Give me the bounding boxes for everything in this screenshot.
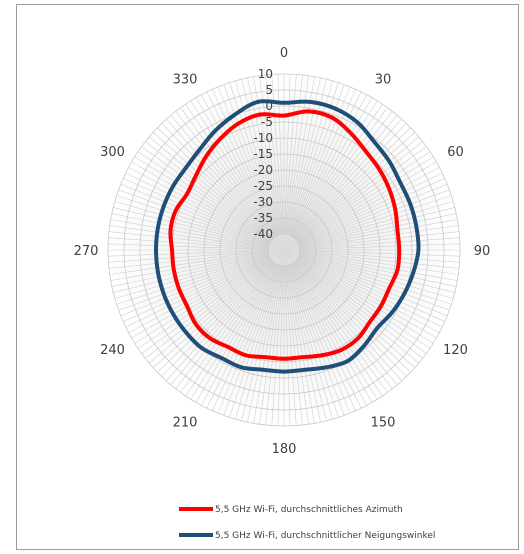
radial-tick-label: -35	[253, 211, 273, 225]
radial-tick-label: 5	[265, 83, 273, 97]
ring-line	[123, 89, 445, 411]
angle-labels: 0 30 60 90 120 150 180 210 240 270 300 330	[74, 46, 491, 457]
chart-frame: 10 5 0 -5 -10 -15 -20 -25 -30 -35 -40 0 30 60 90 120 15…	[16, 4, 519, 550]
ring-line	[187, 153, 381, 347]
angle-label: 180	[272, 442, 297, 457]
series-layer	[154, 99, 421, 374]
angle-label: 120	[443, 343, 468, 358]
ring-line	[267, 233, 301, 267]
angle-label: 300	[100, 145, 125, 160]
angle-label: 210	[173, 415, 198, 430]
radial-tick-label: 0	[265, 99, 273, 113]
series-line	[154, 99, 421, 374]
angle-label: 90	[474, 244, 491, 259]
radial-tick-label: -30	[253, 195, 273, 209]
radial-tick-label: -5	[261, 115, 273, 129]
angle-label: 330	[173, 73, 198, 88]
radial-tick-labels: 10 5 0 -5 -10 -15 -20 -25 -30 -35 -40	[253, 67, 273, 241]
radial-tick-label: -25	[253, 179, 273, 193]
angle-label: 240	[100, 343, 125, 358]
polar-chart: 10 5 0 -5 -10 -15 -20 -25 -30 -35 -40 0 30 60 90 120 15…	[74, 46, 491, 541]
legend-label: 5,5 GHz Wi-Fi, durchschnittliches Azimut…	[215, 505, 403, 515]
radial-tick-label: 10	[258, 67, 273, 81]
radial-tick-label: -20	[253, 163, 273, 177]
angle-label: 30	[375, 73, 392, 88]
ring-line	[139, 105, 429, 395]
radial-tick-label: -15	[253, 147, 273, 161]
angle-label: 150	[371, 415, 396, 430]
ring-line	[203, 169, 365, 331]
legend: 5,5 GHz Wi-Fi, durchschnittliches Azimut…	[179, 505, 435, 541]
radial-tick-label: -40	[253, 227, 273, 241]
ring-line	[235, 201, 333, 299]
ring-line	[107, 73, 461, 427]
legend-label: 5,5 GHz Wi-Fi, durchschnittlicher Neigun…	[215, 531, 435, 541]
radial-tick-label: -10	[253, 131, 273, 145]
series-line	[168, 109, 402, 361]
ring-line	[219, 185, 349, 315]
angle-label: 270	[74, 244, 99, 259]
ring-line	[251, 217, 317, 283]
angle-label: 0	[280, 46, 288, 61]
angle-label: 60	[447, 145, 464, 160]
